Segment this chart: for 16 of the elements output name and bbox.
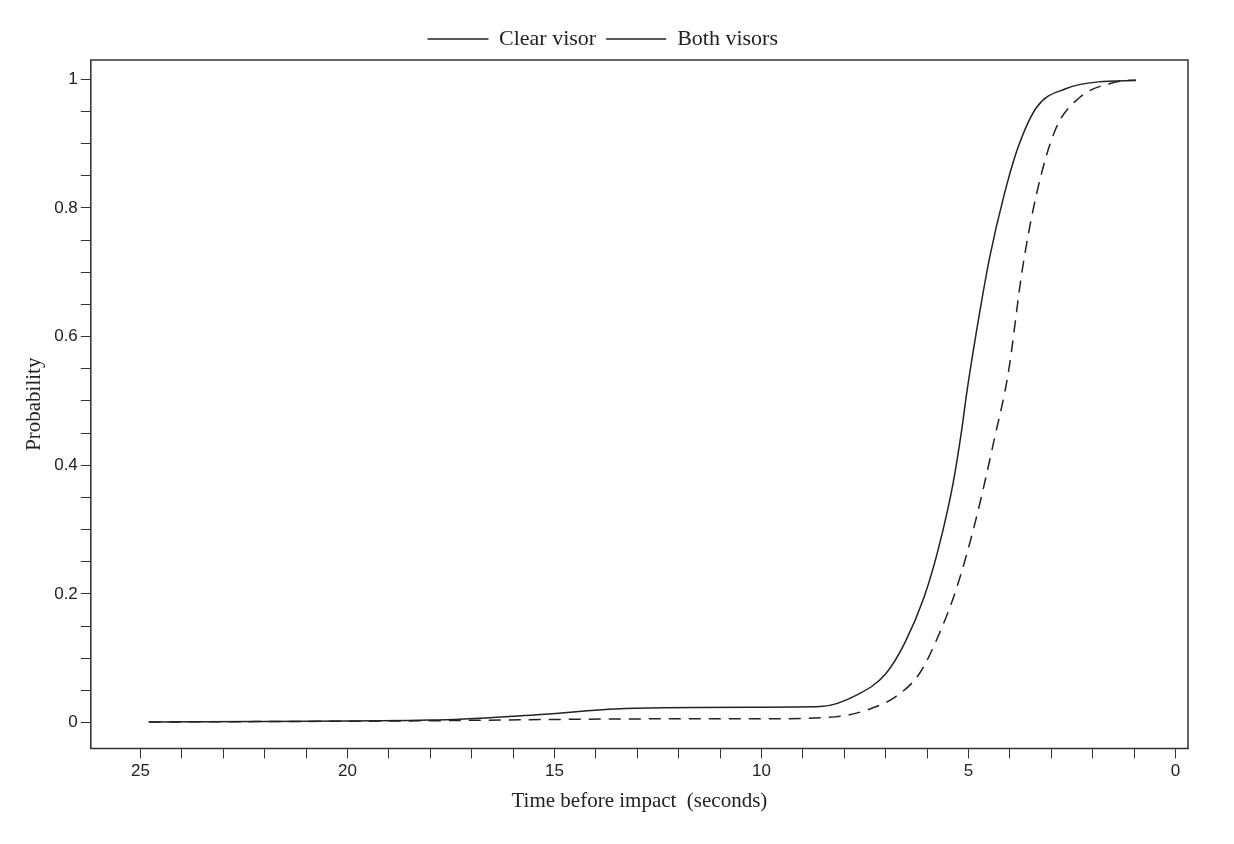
- x-tick-label: 10: [752, 761, 772, 781]
- legend-label: Both visors: [677, 24, 779, 50]
- y-tick-label: 0: [68, 712, 78, 732]
- y-axis-title: Probability: [21, 357, 46, 451]
- y-tick-label: 1: [68, 68, 78, 88]
- y-tick-label: 0.2: [54, 583, 78, 603]
- x-axis-title: Time before impact (seconds): [511, 787, 768, 812]
- x-tick-label: 0: [1170, 761, 1181, 781]
- y-tick-label: 0.4: [54, 455, 78, 475]
- y-tick-label: 0.8: [54, 197, 78, 217]
- x-tick-label: 25: [131, 761, 150, 781]
- x-tick-label: 15: [545, 761, 564, 781]
- y-tick-label: 0.6: [54, 326, 78, 346]
- x-tick-label: 20: [338, 761, 357, 781]
- x-tick-label: 5: [963, 761, 974, 781]
- legend-label: Clear visor: [499, 24, 597, 50]
